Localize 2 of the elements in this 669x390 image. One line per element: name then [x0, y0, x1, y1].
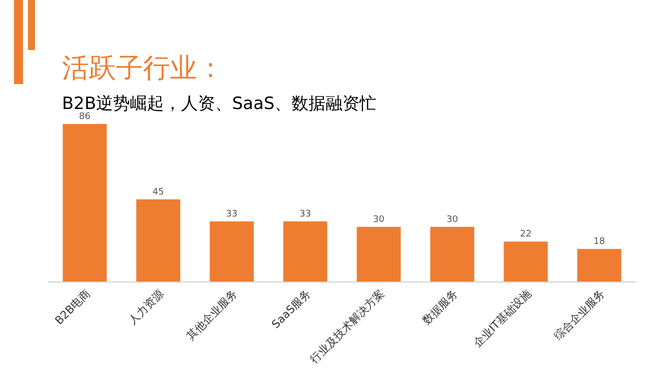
title: 活跃子行业： [62, 53, 224, 84]
subtitle: B2B逆势崛起，人资、SaaS、数据融资忙 [62, 94, 377, 114]
